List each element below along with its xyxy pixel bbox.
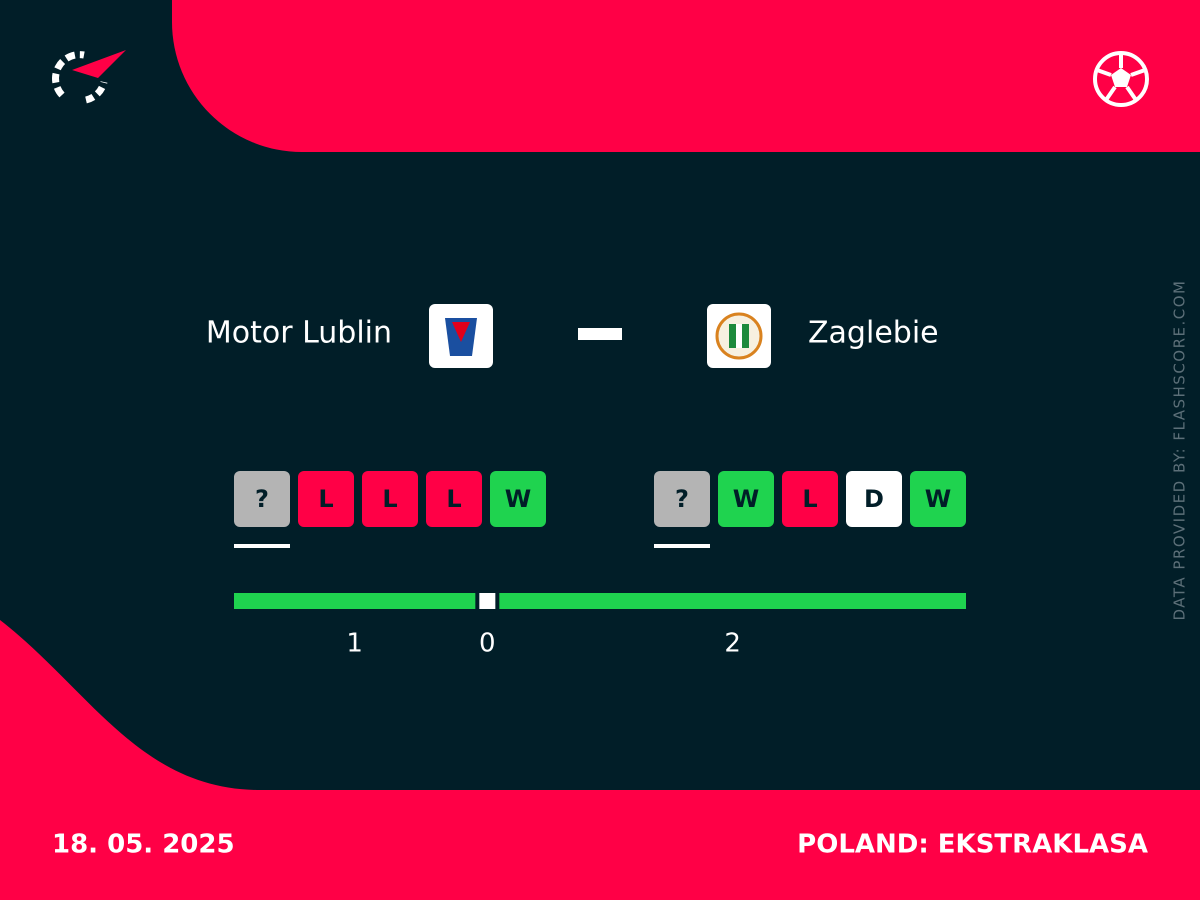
home-logo — [429, 304, 493, 368]
home-team: Motor Lublin — [206, 316, 392, 351]
form-box — [490, 471, 546, 527]
next-match-underline — [654, 544, 710, 548]
form-box — [846, 471, 902, 527]
form-box — [362, 471, 418, 527]
form-result: ? — [675, 485, 689, 513]
form-result: ? — [255, 485, 269, 513]
h2h-count: 0 — [479, 629, 496, 659]
h2h-bar — [479, 593, 496, 609]
competition: POLAND: EKSTRAKLASA — [797, 830, 1148, 860]
away-logo — [707, 304, 771, 368]
form-box — [654, 471, 710, 527]
form-box — [426, 471, 482, 527]
top-banner — [172, 0, 1200, 152]
h2h-bar — [499, 593, 966, 609]
form-box — [234, 471, 290, 527]
form-box — [910, 471, 966, 527]
form-box — [718, 471, 774, 527]
next-match-underline — [234, 544, 290, 548]
source-credit: DATA PROVIDED BY: FLASHSCORE.COM — [1171, 280, 1189, 621]
bottom-banner — [0, 620, 1200, 900]
form-result: L — [446, 485, 461, 513]
form-result: L — [318, 485, 333, 513]
sport-icon — [1093, 51, 1149, 107]
away-team: Zaglebie — [808, 316, 939, 351]
form-box — [298, 471, 354, 527]
form-result: D — [864, 485, 884, 513]
brand-logo — [52, 50, 126, 104]
form-result: W — [733, 485, 759, 513]
score-separator — [578, 328, 622, 340]
h2h-count: 1 — [346, 629, 363, 659]
form-result: L — [382, 485, 397, 513]
h2h-bar — [234, 593, 476, 609]
h2h-count: 2 — [724, 629, 741, 659]
form-result: W — [925, 485, 951, 513]
form-box — [782, 471, 838, 527]
form-result: W — [505, 485, 531, 513]
match-date: 18. 05. 2025 — [52, 830, 235, 860]
form-result: L — [802, 485, 817, 513]
